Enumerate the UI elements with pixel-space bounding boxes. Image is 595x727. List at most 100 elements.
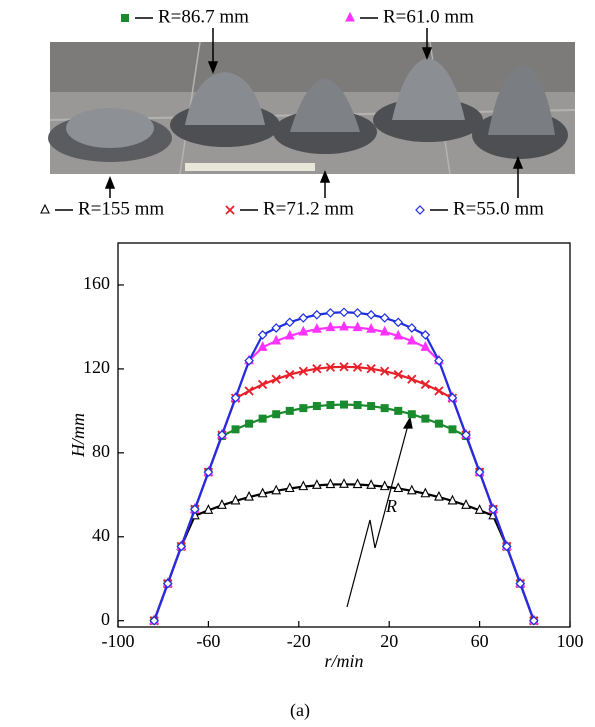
data-point	[326, 400, 335, 409]
x-tick-label: -20	[287, 631, 311, 651]
data-point	[203, 467, 214, 477]
caption: (a)	[290, 700, 310, 721]
data-point	[461, 499, 471, 509]
data-point	[420, 487, 431, 498]
y-axis-label: H/mm	[68, 413, 88, 458]
annotation-arrow	[346, 416, 413, 608]
x-axis-label: r/min	[324, 651, 363, 671]
data-point	[339, 362, 349, 372]
data-point	[325, 308, 336, 318]
legend-marker	[225, 205, 235, 215]
data-point	[312, 309, 322, 320]
legend-marker	[415, 205, 425, 215]
data-point	[447, 393, 458, 403]
data-point	[474, 504, 485, 514]
annotation: R	[385, 496, 397, 516]
data-point	[352, 478, 363, 489]
data-point	[298, 366, 308, 376]
data-point	[434, 490, 444, 501]
legend-label: R=71.2 mm	[263, 198, 354, 219]
data-point	[325, 478, 336, 489]
legend-marker	[345, 11, 355, 22]
data-point	[311, 479, 322, 489]
data-point	[515, 578, 526, 589]
data-point	[352, 321, 363, 332]
series-line	[153, 311, 535, 622]
data-point	[420, 379, 430, 390]
data-point	[285, 369, 295, 380]
data-point	[474, 467, 485, 477]
data-point	[393, 369, 403, 380]
data-point	[285, 406, 294, 415]
data-point	[217, 430, 227, 440]
data-point	[366, 364, 376, 374]
data-point	[257, 330, 268, 340]
data-point	[434, 355, 444, 366]
data-point	[340, 400, 348, 409]
data-point	[244, 355, 254, 366]
x-tick-label: -60	[196, 631, 220, 651]
x-tick-label: 100	[557, 631, 584, 651]
x-tick-label: 60	[471, 631, 489, 651]
data-point	[379, 313, 390, 323]
data-point	[406, 334, 417, 345]
legend-marker	[121, 14, 129, 22]
y-tick-label: 160	[83, 273, 110, 293]
data-point	[352, 308, 363, 318]
x-tick-label: -100	[102, 631, 135, 651]
data-point	[298, 480, 309, 491]
data-point	[325, 362, 336, 372]
data-point	[380, 366, 390, 376]
data-point	[488, 504, 499, 515]
data-point	[434, 386, 444, 396]
plot-frame	[117, 242, 571, 628]
x-tick-label: 20	[380, 631, 398, 651]
y-tick-label: 80	[92, 441, 110, 461]
data-point	[298, 313, 309, 323]
legend-label: R=55.0 mm	[453, 198, 544, 219]
data-point	[271, 334, 282, 345]
data-point	[339, 320, 349, 331]
data-point	[448, 425, 457, 434]
data-point	[203, 504, 214, 514]
data-point	[501, 541, 512, 552]
photo	[48, 28, 576, 198]
data-point	[257, 341, 268, 351]
data-point	[271, 484, 282, 495]
data-point	[366, 479, 377, 489]
data-point	[421, 414, 430, 423]
data-point	[271, 323, 282, 333]
data-point	[217, 499, 227, 509]
data-point	[311, 323, 322, 333]
data-point	[312, 364, 322, 374]
data-point	[325, 321, 336, 332]
data-point	[272, 410, 281, 419]
data-point	[339, 478, 349, 488]
data-point	[406, 484, 417, 495]
y-tick-label: 40	[92, 525, 110, 545]
data-point	[420, 341, 431, 351]
data-point	[447, 494, 458, 505]
data-point	[366, 309, 376, 320]
data-point	[284, 329, 295, 340]
data-point	[367, 402, 376, 411]
data-point	[176, 541, 187, 552]
data-point	[420, 330, 431, 340]
data-point	[461, 430, 471, 440]
legend-label: R=86.7 mm	[158, 6, 249, 27]
data-point	[379, 325, 390, 336]
data-point	[258, 414, 267, 423]
data-point	[407, 410, 416, 419]
data-point	[258, 379, 268, 390]
data-point	[298, 325, 309, 336]
data-point	[379, 480, 390, 491]
data-point	[284, 482, 295, 493]
data-point	[299, 404, 308, 413]
data-point	[245, 419, 254, 428]
data-point	[189, 504, 200, 515]
data-point	[352, 362, 363, 372]
y-tick-label: 0	[101, 609, 110, 629]
data-point	[312, 402, 321, 411]
